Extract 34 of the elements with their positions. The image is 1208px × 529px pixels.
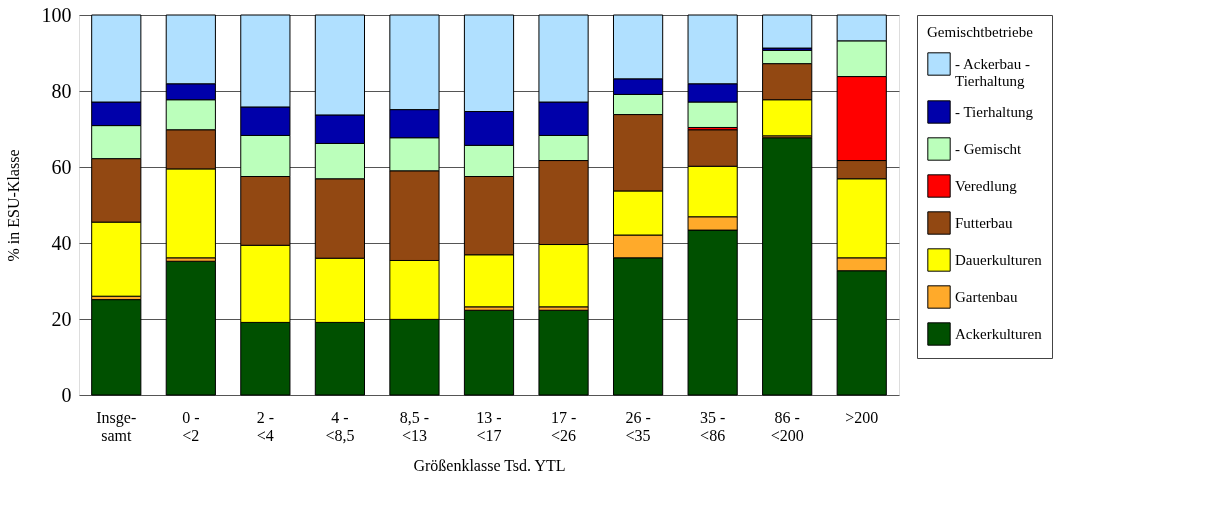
x-tick-label: >200: [845, 408, 879, 426]
legend-label: - Tierhaltung: [955, 104, 1034, 120]
x-tick-label: 13 - <17: [476, 408, 502, 444]
y-tick-label: 0: [61, 383, 72, 406]
x-tick-label: 35 - <86: [699, 408, 726, 444]
legend-label: Futterbau: [955, 215, 1013, 231]
legend-label: Ackerkulturen: [955, 326, 1043, 342]
x-axis-title: Größenklasse Tsd. YTL: [413, 456, 566, 474]
x-tick-label: 17 - <26: [550, 408, 577, 444]
y-tick-label: 20: [51, 307, 72, 330]
y-tick-label: 60: [51, 155, 72, 178]
legend-label: - Gemischt: [955, 141, 1023, 157]
x-tick-label: 26 - <35: [625, 408, 651, 444]
y-tick-label: 100: [41, 3, 72, 26]
x-tick-label: 4 - <8,5: [325, 408, 355, 444]
x-tick-label: Insge- samt: [96, 408, 137, 444]
bar: [762, 14, 813, 49]
legend-label: Dauerkulturen: [955, 252, 1043, 268]
bar: [762, 137, 813, 396]
x-tick-label: 2 - <4: [256, 408, 275, 444]
y-axis-title: % in ESU-Klasse: [4, 149, 22, 262]
legend-label: Veredlung: [955, 178, 1018, 194]
bar: [463, 309, 515, 396]
legend-label: Gartenbau: [955, 289, 1018, 305]
y-tick-label: 40: [51, 231, 72, 254]
bar: [165, 260, 216, 396]
x-tick-label: 86 - <200: [770, 408, 804, 444]
legend-label: - Ackerbau - Tierhaltung: [955, 56, 1030, 89]
y-tick-label: 80: [51, 79, 72, 102]
legend-title: Gemischtbetriebe: [927, 24, 1034, 40]
x-tick-label: 0 - <2: [182, 408, 200, 444]
bar: [538, 309, 589, 396]
x-tick-label: 8,5 - <13: [399, 408, 430, 444]
bar: [91, 299, 142, 396]
